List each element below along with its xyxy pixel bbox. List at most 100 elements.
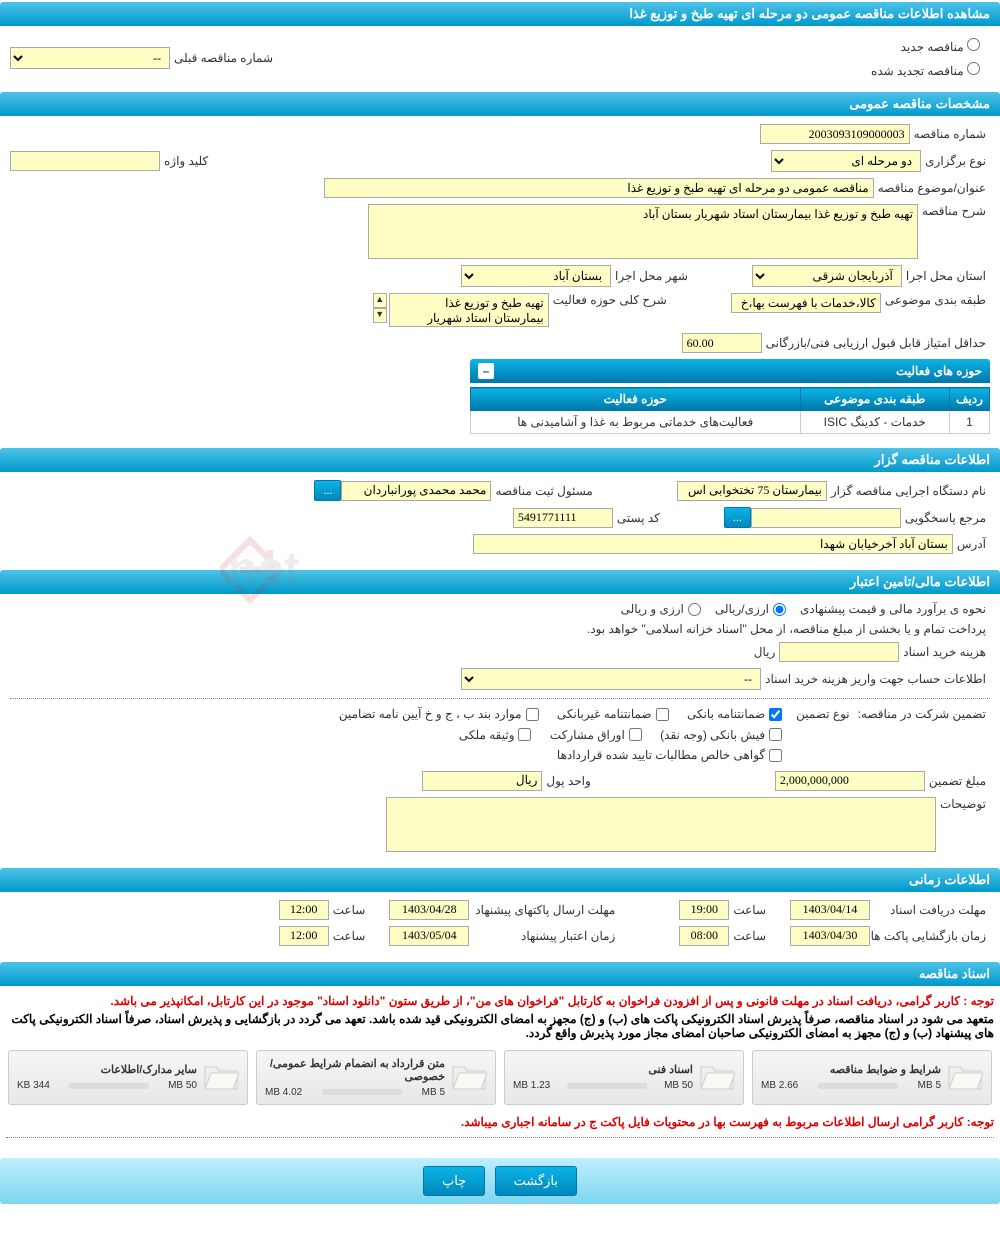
hold-type-select[interactable]: دو مرحله ای <box>771 150 921 172</box>
estimate-label: نحوه ی برآورد مالی و قیمت پیشنهادی <box>796 602 990 616</box>
subject-input[interactable] <box>324 178 874 198</box>
prev-number-label: شماره مناقصه قبلی <box>170 51 277 65</box>
chk-bonds[interactable] <box>629 728 642 741</box>
section-financial-title: اطلاعات مالی/تامین اعتبار <box>850 574 990 589</box>
open-date-input[interactable] <box>790 926 870 946</box>
radio-new-tender[interactable] <box>967 38 980 51</box>
tender-no-label: شماره مناقصه <box>910 127 990 141</box>
scroll-down-icon[interactable]: ▼ <box>373 308 387 323</box>
folder-icon <box>699 1061 735 1093</box>
radio-fx[interactable] <box>688 603 701 616</box>
chk-bylaw-label: موارد بند ب ، ج و خ آیین نامه تضامین <box>339 707 522 721</box>
postal-label: کد پستی <box>613 511 664 525</box>
tender-no-input[interactable] <box>760 124 910 144</box>
validity-time-input[interactable] <box>279 926 329 946</box>
chk-cash[interactable] <box>769 728 782 741</box>
section-timing-title: اطلاعات زمانی <box>909 872 990 887</box>
radio-renewed-tender-label: مناقصه تجدید شده <box>871 64 964 78</box>
send-date-input[interactable] <box>389 900 469 920</box>
prev-number-select[interactable]: -- <box>10 47 170 69</box>
address-label: آدرس <box>953 537 990 551</box>
activity-table-header: حوزه های فعالیت – <box>470 359 990 383</box>
doc-title: اسناد فنی <box>513 1063 693 1076</box>
keyword-label: کلید واژه <box>160 154 212 168</box>
org-input[interactable] <box>677 481 827 501</box>
docs-note-1: توجه : کاربر گرامی، دریافت اسناد در مهلت… <box>6 994 994 1008</box>
docs-grid: شرایط و ضوابط مناقصه 5 MB 2.66 MB اسناد … <box>6 1050 994 1105</box>
back-button[interactable]: بازگشت <box>495 1166 577 1196</box>
activity-desc-textarea[interactable] <box>389 293 549 327</box>
currency-input[interactable] <box>422 771 542 791</box>
cell-row-no: 1 <box>950 411 990 434</box>
doc-title: شرایط و ضوابط مناقصه <box>761 1063 941 1076</box>
section-docs-title: اسناد مناقصه <box>919 966 990 981</box>
category-label: طبقه بندی موضوعی <box>881 293 990 307</box>
send-label: مهلت ارسال پاکتهای پیشنهاد <box>469 903 619 917</box>
chk-receivables-label: گواهی خالص مطالبات تایید شده قراردادها <box>557 748 765 762</box>
folder-icon <box>203 1061 239 1093</box>
scroll-up-icon[interactable]: ▲ <box>373 293 387 308</box>
doc-max: 50 MB <box>664 1080 693 1091</box>
doc-card[interactable]: متن قرارداد به انضمام شرایط عمومی/خصوصی … <box>256 1050 496 1105</box>
purchase-cost-input[interactable] <box>779 642 899 662</box>
amount-input[interactable] <box>775 771 925 791</box>
validity-label: زمان اعتبار پیشنهاد <box>469 929 619 943</box>
section-tenderer-header: اطلاعات مناقصه گزار <box>0 448 1000 472</box>
col-activity: حوزه فعالیت <box>471 388 801 411</box>
validity-date-input[interactable] <box>389 926 469 946</box>
collapse-icon[interactable]: – <box>478 363 494 379</box>
section-general-header: مشخصات مناقصه عمومی <box>0 92 1000 116</box>
chk-cash-label: فیش بانکی (وجه نقد) <box>660 728 765 742</box>
doc-card[interactable]: سایر مدارک/اطلاعات 50 MB 344 KB <box>8 1050 248 1105</box>
divider <box>6 1137 994 1138</box>
doc-title: متن قرارداد به انضمام شرایط عمومی/خصوصی <box>265 1057 445 1083</box>
chk-bank[interactable] <box>769 708 782 721</box>
chk-property[interactable] <box>518 728 531 741</box>
chk-bank-label: ضمانتنامه بانکی <box>687 707 765 721</box>
radio-rial[interactable] <box>773 603 786 616</box>
section-tenderer-title: اطلاعات مناقصه گزار <box>875 452 990 467</box>
city-select[interactable]: بستان آباد <box>461 265 611 287</box>
registrar-more-button[interactable]: ... <box>314 480 341 501</box>
min-score-label: حداقل امتیاز قابل قبول ارزیابی فنی/بازرگ… <box>762 336 990 350</box>
account-info-select[interactable]: -- <box>461 668 761 690</box>
radio-new-tender-label: مناقصه جدید <box>901 40 964 54</box>
receive-date-input[interactable] <box>790 900 870 920</box>
notes-textarea[interactable] <box>386 797 936 852</box>
send-time-input[interactable] <box>279 900 329 920</box>
doc-max: 50 MB <box>168 1080 197 1091</box>
open-time-input[interactable] <box>679 926 729 946</box>
chk-property-label: وثیقه ملکی <box>459 728 515 742</box>
section-financial-header: اطلاعات مالی/تامین اعتبار <box>0 570 1000 594</box>
notes-label: توضیحات <box>936 797 990 811</box>
postal-input[interactable] <box>513 508 613 528</box>
receive-time-label: ساعت <box>729 903 770 917</box>
keyword-input[interactable] <box>10 151 160 171</box>
cell-category: خدمات - کدینگ ISIC <box>800 411 950 434</box>
receive-time-input[interactable] <box>679 900 729 920</box>
page-title-bar: مشاهده اطلاعات مناقصه عمومی دو مرحله ای … <box>0 2 1000 26</box>
account-info-label: اطلاعات حساب جهت واریز هزینه خرید اسناد <box>761 672 990 686</box>
send-time-label: ساعت <box>329 903 370 917</box>
desc-label: شرح مناقصه <box>918 204 990 218</box>
responder-input[interactable] <box>751 508 901 528</box>
doc-card[interactable]: شرایط و ضوابط مناقصه 5 MB 2.66 MB <box>752 1050 992 1105</box>
doc-max: 5 MB <box>918 1080 941 1091</box>
chk-bylaw[interactable] <box>526 708 539 721</box>
registrar-input[interactable] <box>341 481 491 501</box>
address-input[interactable] <box>473 534 953 554</box>
chk-nonbank[interactable] <box>656 708 669 721</box>
category-input[interactable] <box>731 293 881 313</box>
province-select[interactable]: آذربایجان شرقی <box>752 265 902 287</box>
chk-receivables[interactable] <box>769 749 782 762</box>
responder-more-button[interactable]: ... <box>724 507 751 528</box>
desc-textarea[interactable] <box>368 204 918 259</box>
activity-desc-label: شرح کلی حوزه فعالیت <box>549 293 671 307</box>
doc-card[interactable]: اسناد فنی 50 MB 1.23 MB <box>504 1050 744 1105</box>
print-button[interactable]: چاپ <box>423 1166 485 1196</box>
min-score-input[interactable] <box>682 333 762 353</box>
city-label: شهر محل اجرا <box>611 269 692 283</box>
radio-renewed-tender[interactable] <box>967 62 980 75</box>
org-label: نام دستگاه اجرایی مناقصه گزار <box>827 484 990 498</box>
doc-size: 344 KB <box>17 1080 50 1091</box>
